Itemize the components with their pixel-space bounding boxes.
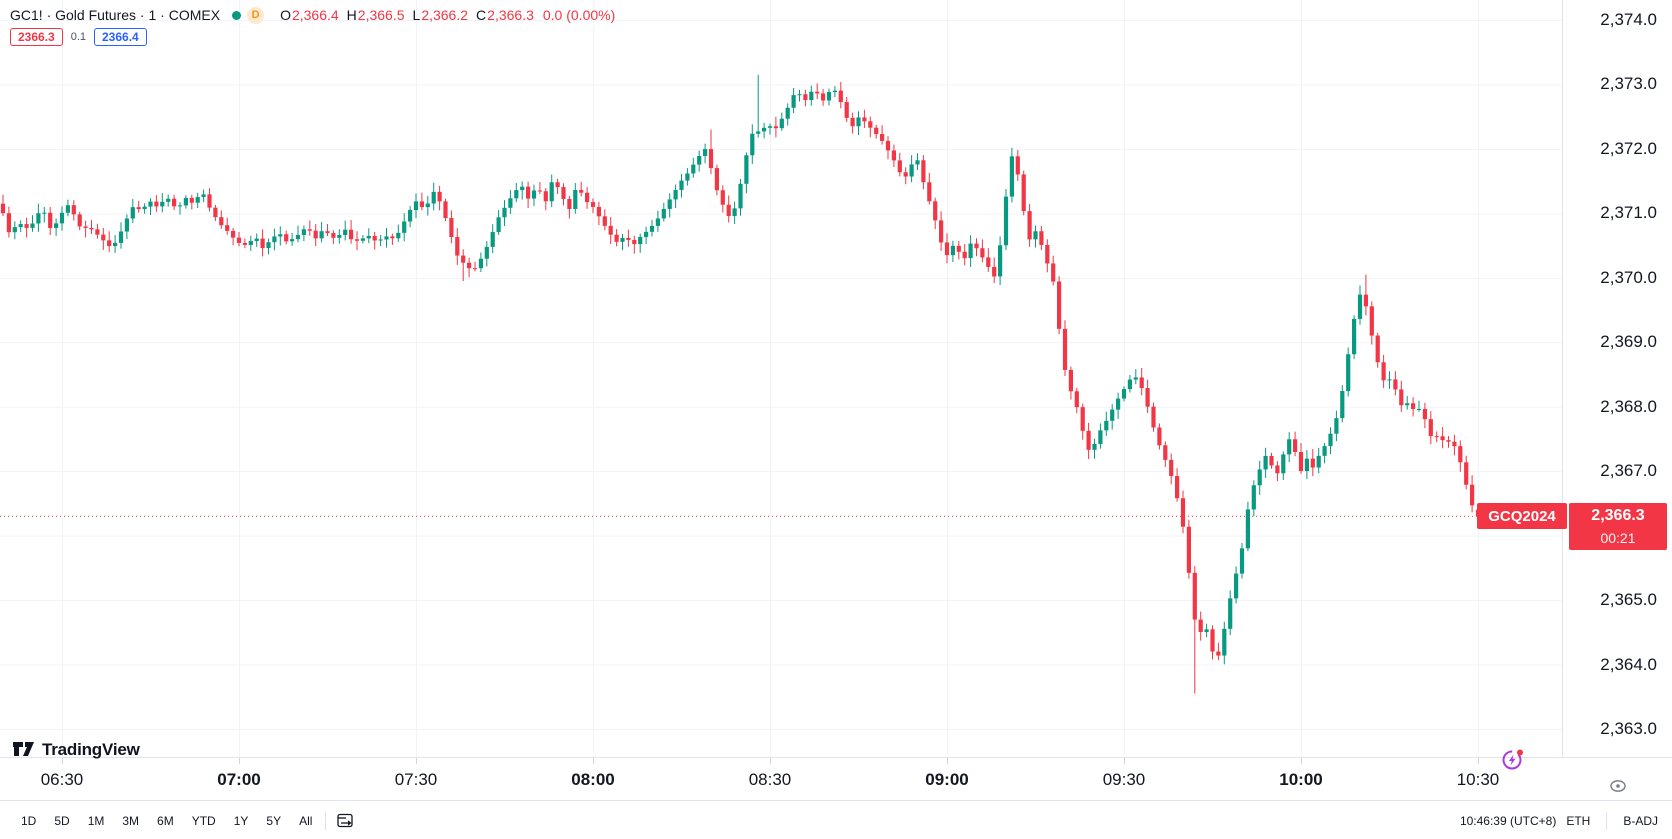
last-price-label: 2,366.3 00:21 bbox=[1569, 503, 1667, 550]
candles bbox=[0, 74, 1481, 694]
range-button-1m[interactable]: 1M bbox=[87, 813, 105, 828]
bar-countdown: 00:21 bbox=[1600, 530, 1636, 546]
range-button-5y[interactable]: 5Y bbox=[266, 813, 282, 828]
tradingview-logo-icon bbox=[13, 742, 34, 756]
price-axis-label: 2,371.0 bbox=[1600, 203, 1657, 223]
date-range-switcher: 1D 5D 1M 3M 6M YTD 1Y 5Y All bbox=[14, 811, 319, 831]
time-axis-tick bbox=[239, 758, 240, 764]
price-axis-label: 2,373.0 bbox=[1600, 74, 1657, 94]
low-value: L2,366.2 bbox=[412, 7, 469, 23]
range-button-all[interactable]: All bbox=[299, 813, 313, 828]
clock[interactable]: 10:46:39 (UTC+8) bbox=[1459, 813, 1557, 828]
sell-price-button[interactable]: 2366.3 bbox=[10, 28, 63, 46]
adjustment-mode[interactable]: B-ADJ bbox=[1623, 813, 1658, 828]
range-button-3m[interactable]: 3M bbox=[122, 813, 140, 828]
high-value: H2,366.5 bbox=[346, 7, 405, 23]
price-axis-label: 2,368.0 bbox=[1600, 396, 1657, 416]
time-axis-label: 10:30 bbox=[1456, 770, 1500, 789]
session-type[interactable]: ETH bbox=[1566, 813, 1591, 828]
gridlines bbox=[0, 0, 1562, 757]
time-axis-label: 08:30 bbox=[748, 770, 792, 789]
market-open-dot-icon[interactable] bbox=[232, 10, 242, 20]
time-axis-label: 09:00 bbox=[925, 770, 969, 789]
time-axis-tick bbox=[416, 758, 417, 764]
price-axis[interactable]: 2,374.0 2,373.0 2,372.0 2,371.0 2,370.0 2,369… bbox=[1562, 0, 1672, 757]
price-axis-label: 2,363.0 bbox=[1600, 719, 1657, 738]
price-axis-label: 2,365.0 bbox=[1600, 590, 1657, 610]
time-axis-label: 07:00 bbox=[217, 770, 261, 789]
buy-price-button[interactable]: 2366.4 bbox=[94, 28, 147, 46]
toolbar-divider bbox=[1606, 811, 1608, 830]
spread-value: 0.1 bbox=[70, 31, 86, 43]
price-axis-label: 2,364.0 bbox=[1600, 654, 1657, 674]
range-button-ytd[interactable]: YTD bbox=[191, 813, 216, 828]
time-axis-tick bbox=[770, 758, 771, 764]
range-button-6m[interactable]: 6M bbox=[157, 813, 174, 828]
price-axis-label: 2,372.0 bbox=[1600, 138, 1657, 158]
buy-sell-panel: 2366.3 0.1 2366.4 bbox=[10, 27, 147, 47]
toolbar-divider bbox=[325, 811, 327, 830]
time-axis-tick bbox=[593, 758, 594, 764]
price-axis-label: 2,369.0 bbox=[1600, 332, 1657, 352]
ohlc-values: O2,366.4 H2,366.5 L2,366.2 C2,366.3 0.0 … bbox=[280, 7, 615, 23]
footer-right: 10:46:39 (UTC+8) ETH B-ADJ bbox=[1459, 811, 1658, 830]
time-axis-tick bbox=[1478, 758, 1479, 764]
last-price-value: 2,366.3 bbox=[1591, 507, 1645, 524]
time-axis-label: 06:30 bbox=[40, 770, 84, 789]
contract-label: GCQ2024 bbox=[1477, 503, 1567, 529]
price-axis-label: 2,367.0 bbox=[1600, 461, 1657, 481]
time-axis-label: 10:00 bbox=[1279, 770, 1323, 789]
chart-legend: GC1! · Gold Futures · 1 · COMEX D O2,366… bbox=[10, 5, 615, 25]
time-axis[interactable]: 06:30 07:00 07:30 08:00 08:30 09:00 09:30 10:00… bbox=[0, 757, 1672, 800]
tradingview-logo-text: TradingView bbox=[42, 740, 140, 759]
change-value: 0.0 (0.00%) bbox=[542, 7, 616, 23]
time-axis-label: 09:30 bbox=[1102, 770, 1146, 789]
range-button-1d[interactable]: 1D bbox=[21, 813, 37, 828]
time-axis-tick bbox=[1301, 758, 1302, 764]
lightning-status-icon[interactable] bbox=[1501, 747, 1525, 771]
tradingview-logo[interactable]: TradingView bbox=[13, 740, 140, 760]
delayed-data-badge[interactable]: D bbox=[247, 6, 265, 24]
time-axis-tick bbox=[947, 758, 948, 764]
time-axis-tick bbox=[1124, 758, 1125, 764]
range-button-1y[interactable]: 1Y bbox=[233, 813, 249, 828]
bottom-toolbar: 1D 5D 1M 3M 6M YTD 1Y 5Y All 10:46:39 (UTC+8) ET… bbox=[0, 800, 1672, 839]
price-axis-label: 2,374.0 bbox=[1600, 10, 1657, 29]
close-value: C2,366.3 bbox=[476, 7, 534, 23]
time-axis-label: 07:30 bbox=[394, 770, 438, 789]
go-to-date-icon[interactable] bbox=[332, 810, 358, 832]
price-axis-label: 2,370.0 bbox=[1600, 267, 1657, 287]
time-axis-tick bbox=[62, 758, 63, 764]
candlestick-plot[interactable] bbox=[0, 0, 1562, 757]
scale-settings-eye-icon[interactable] bbox=[1608, 777, 1628, 795]
time-axis-label: 08:00 bbox=[571, 770, 615, 789]
range-button-5d[interactable]: 5D bbox=[54, 813, 70, 828]
open-value: O2,366.4 bbox=[280, 7, 339, 23]
symbol-title[interactable]: GC1! · Gold Futures · 1 · COMEX bbox=[10, 7, 221, 23]
